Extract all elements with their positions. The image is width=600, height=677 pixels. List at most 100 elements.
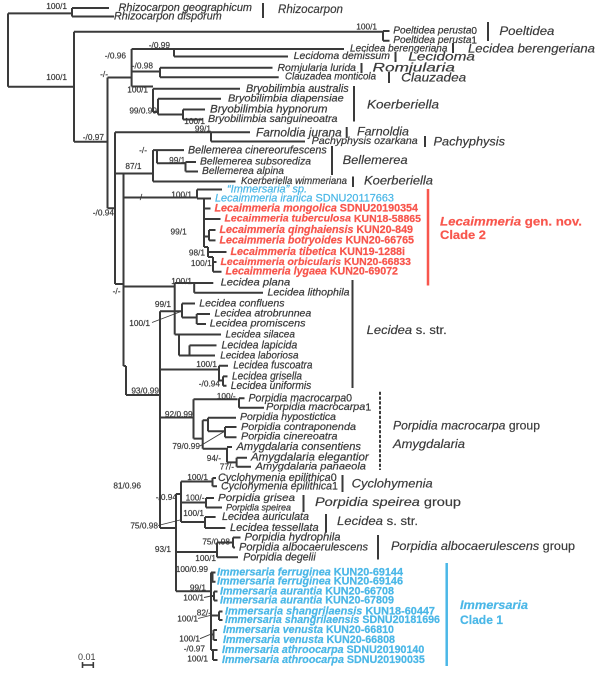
- svg-text:Lecidea tessellata: Lecidea tessellata: [230, 522, 319, 534]
- svg-text:Lecidea berengeriana: Lecidea berengeriana: [468, 44, 595, 56]
- svg-text:Immersaria aurantia KUN20-6780: Immersaria aurantia KUN20-67809: [220, 595, 394, 607]
- svg-text:Lecaimmeria mongolica SDNU2019: Lecaimmeria mongolica SDNU20190354: [215, 203, 419, 215]
- svg-text:Lecaimmeria tibetica KUN19-128: Lecaimmeria tibetica KUN19-1288i: [231, 246, 406, 258]
- svg-text:Bryobilimbia sanguineoatra: Bryobilimbia sanguineoatra: [208, 114, 338, 125]
- svg-text:Poeltidea: Poeltidea: [499, 24, 554, 38]
- svg-text:100/1: 100/1: [171, 190, 192, 200]
- svg-text:Bellemerea alpina: Bellemerea alpina: [202, 166, 284, 177]
- svg-text:Porpidia speirea group: Porpidia speirea group: [315, 497, 461, 509]
- svg-text:Lecidea lithophila: Lecidea lithophila: [268, 287, 350, 298]
- svg-text:Lecidea lapicida: Lecidea lapicida: [222, 339, 298, 351]
- svg-text:Farnoldia: Farnoldia: [357, 127, 409, 139]
- svg-text:93/1: 93/1: [155, 544, 172, 554]
- svg-text:100/1: 100/1: [183, 593, 204, 603]
- svg-text:100/1: 100/1: [196, 359, 217, 369]
- svg-text:Porpidia macrocarpa0: Porpidia macrocarpa0: [249, 392, 353, 404]
- svg-text:Lecidea grisella: Lecidea grisella: [232, 370, 302, 382]
- svg-text:100/-: 100/-: [186, 493, 205, 503]
- svg-text:Bryobilimbia diapensiae: Bryobilimbia diapensiae: [228, 93, 344, 104]
- svg-text:Bellemerea cinereorufescens: Bellemerea cinereorufescens: [188, 144, 327, 156]
- svg-text:-/0.94: -/0.94: [93, 208, 115, 218]
- svg-text:0.01: 0.01: [78, 652, 96, 662]
- svg-text:Cyclohymenia epilithica1: Cyclohymenia epilithica1: [221, 480, 338, 492]
- svg-text:Lecidoma demissum: Lecidoma demissum: [294, 51, 390, 62]
- svg-text:100/1: 100/1: [177, 614, 198, 624]
- svg-text:77/-: 77/-: [220, 462, 235, 472]
- svg-text:Lecidea fuscoatra: Lecidea fuscoatra: [233, 360, 312, 372]
- svg-text:Immersaria aurantia KUN20-6670: Immersaria aurantia KUN20-66708: [220, 586, 394, 598]
- svg-text:Immersaria venusta KUN20-66808: Immersaria venusta KUN20-66808: [223, 634, 395, 646]
- svg-text:Porpidia albocaerulescens grou: Porpidia albocaerulescens group: [391, 541, 575, 553]
- svg-text:Porpidia macrocarpa group: Porpidia macrocarpa group: [393, 421, 540, 433]
- svg-text:Pachyphysis ozarkana: Pachyphysis ozarkana: [312, 136, 418, 147]
- svg-text:Poeltidea perusta1: Poeltidea perusta1: [393, 35, 477, 46]
- svg-text:100/-: 100/-: [217, 391, 236, 401]
- svg-text:Immersaria shangrilaensis SDNU: Immersaria shangrilaensis SDNU20181696: [225, 614, 440, 626]
- svg-text:Romjularia: Romjularia: [373, 63, 456, 75]
- svg-text:“Immersaria” sp.: “Immersaria” sp.: [227, 184, 307, 196]
- svg-text:Rhizocarpon: Rhizocarpon: [278, 4, 343, 16]
- svg-text:Clauzadea: Clauzadea: [401, 73, 466, 85]
- svg-text:92/0.99: 92/0.99: [165, 409, 193, 419]
- svg-text:75/0.98: 75/0.98: [202, 537, 230, 547]
- svg-text:Lecidoma: Lecidoma: [408, 52, 475, 64]
- svg-text:Immersaria ferruginea KUN20-69: Immersaria ferruginea KUN20-69146: [217, 576, 403, 588]
- svg-text:Lecidea plana: Lecidea plana: [221, 278, 291, 289]
- svg-text:Lecaimmeria qinghaiensis KUN20: Lecaimmeria qinghaiensis KUN20-849: [220, 224, 414, 236]
- svg-text:100/1: 100/1: [46, 72, 67, 82]
- svg-text:Koerberiella: Koerberiella: [367, 100, 439, 112]
- svg-text:Bryobilimbia hypnorum: Bryobilimbia hypnorum: [210, 104, 328, 116]
- svg-text:Lecaimmeria gen. nov.: Lecaimmeria gen. nov.: [440, 215, 582, 229]
- svg-text:100/1: 100/1: [171, 276, 192, 286]
- svg-text:Lecidea promiscens: Lecidea promiscens: [210, 319, 306, 330]
- svg-text:Romjularia lurida: Romjularia lurida: [278, 62, 357, 74]
- svg-text:-/0.96: -/0.96: [105, 51, 127, 61]
- svg-text:Koerberiella wimmeriana: Koerberiella wimmeriana: [241, 176, 347, 187]
- svg-text:Porpidia hydrophila: Porpidia hydrophila: [245, 532, 341, 544]
- svg-text:Bellemerea subsorediza: Bellemerea subsorediza: [200, 157, 311, 168]
- svg-text:Lecidea silacea: Lecidea silacea: [226, 329, 296, 341]
- svg-text:Lecaimmeria orbicularis KUN20-: Lecaimmeria orbicularis KUN20-66833: [221, 256, 412, 268]
- svg-text:93/0.99: 93/0.99: [131, 386, 159, 396]
- svg-text:100/1: 100/1: [184, 116, 205, 126]
- svg-text:-/0.99: -/0.99: [149, 40, 171, 50]
- svg-text:Porpidia hypostictica: Porpidia hypostictica: [240, 412, 337, 423]
- svg-text:81/0.96: 81/0.96: [113, 481, 141, 491]
- svg-text:100/1: 100/1: [187, 654, 208, 664]
- svg-text:Lecaimmeria lygaea KUN20-69072: Lecaimmeria lygaea KUN20-69072: [226, 266, 399, 278]
- svg-text:Amygdalaria consentiens: Amygdalaria consentiens: [235, 441, 361, 453]
- svg-text:Porpidia albocaerulescens: Porpidia albocaerulescens: [239, 542, 369, 554]
- svg-text:Pachyphysis: Pachyphysis: [434, 137, 506, 149]
- svg-text:100/1: 100/1: [183, 508, 204, 518]
- svg-text:99/1: 99/1: [171, 227, 188, 237]
- svg-text:Porpidia contraponenda: Porpidia contraponenda: [241, 421, 356, 433]
- svg-text:Lecaimmeria iranica SDNU201176: Lecaimmeria iranica SDNU20117663: [215, 193, 394, 205]
- svg-text:-/0.97: -/0.97: [83, 132, 105, 142]
- svg-text:Lecaimmeria tuberculosa KUN18-: Lecaimmeria tuberculosa KUN18-58865: [225, 214, 422, 225]
- svg-text:100/1: 100/1: [187, 472, 208, 482]
- svg-text:Cyclohymenia: Cyclohymenia: [352, 479, 433, 491]
- svg-text:Koerberiella: Koerberiella: [364, 176, 433, 188]
- svg-text:82/-: 82/-: [197, 607, 212, 617]
- svg-text:98/1: 98/1: [189, 248, 206, 258]
- svg-text:-/-: -/-: [139, 145, 147, 155]
- svg-text:Amygdalaria panaeola: Amygdalaria panaeola: [254, 461, 366, 473]
- svg-text:-/-: -/-: [113, 286, 121, 296]
- svg-text:75/0.98: 75/0.98: [130, 521, 158, 531]
- svg-text:99/0.99: 99/0.99: [129, 106, 157, 116]
- svg-text:100/1: 100/1: [191, 258, 212, 268]
- svg-text:Rhizocarpon geographicum: Rhizocarpon geographicum: [119, 2, 253, 14]
- svg-text:Clauzadea monticola: Clauzadea monticola: [285, 72, 376, 83]
- svg-text:100/1: 100/1: [179, 634, 200, 644]
- svg-text:99/1: 99/1: [195, 123, 212, 133]
- svg-text:Lecidea confluens: Lecidea confluens: [199, 298, 285, 310]
- svg-text:Immersaria athroocarpa SDNU201: Immersaria athroocarpa SDNU20190035: [222, 654, 425, 666]
- svg-text:100/1: 100/1: [129, 318, 150, 328]
- svg-text:Immersaria: Immersaria: [460, 598, 528, 612]
- svg-text:Porpidia cinereoatra: Porpidia cinereoatra: [241, 432, 338, 443]
- svg-text:Porpidia degelii: Porpidia degelii: [243, 551, 316, 563]
- svg-text:-/-: -/-: [137, 192, 145, 202]
- svg-text:Farnoldia jurana: Farnoldia jurana: [256, 125, 342, 139]
- svg-text:Immersaria ferruginea KUN20-69: Immersaria ferruginea KUN20-69144: [217, 567, 403, 579]
